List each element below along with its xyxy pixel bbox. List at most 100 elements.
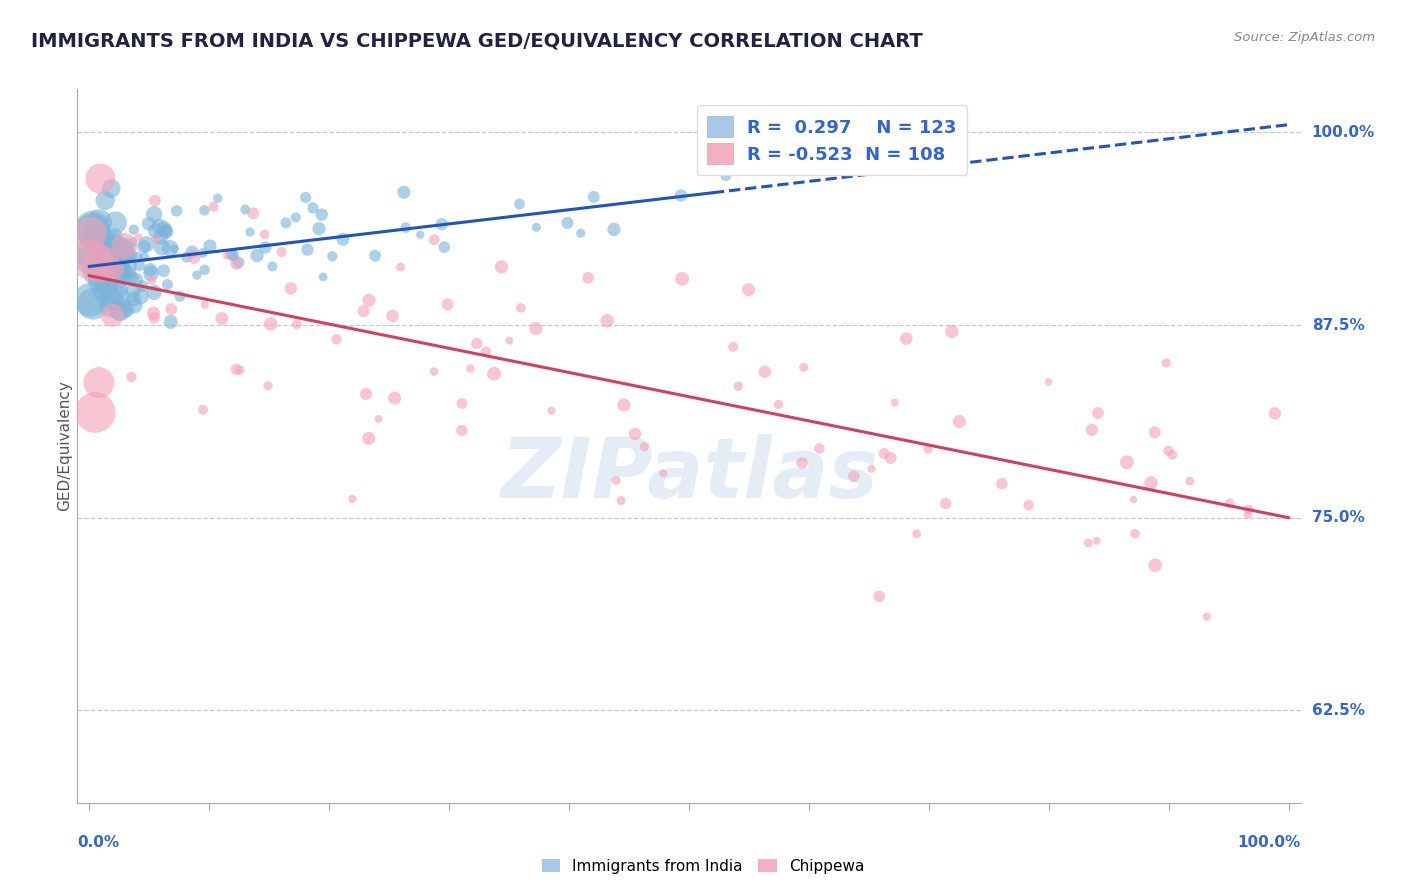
Point <box>610 493 633 508</box>
Point <box>91 251 114 265</box>
Point <box>105 255 128 269</box>
Point <box>311 208 333 222</box>
Point <box>143 207 166 221</box>
Point <box>84 265 107 279</box>
Point <box>423 364 446 378</box>
Point <box>302 201 325 215</box>
Point <box>169 289 191 303</box>
Point <box>242 206 264 220</box>
Point <box>96 238 118 252</box>
Point <box>842 469 865 483</box>
Point <box>115 269 138 284</box>
Point <box>150 240 173 254</box>
Point <box>367 412 389 426</box>
Point <box>149 230 172 244</box>
Point <box>94 269 117 284</box>
Point <box>941 325 963 339</box>
Point <box>110 301 132 316</box>
Point <box>183 250 205 264</box>
Point <box>87 376 110 390</box>
Point <box>254 240 277 254</box>
Point <box>721 340 744 354</box>
Point <box>160 301 183 316</box>
Text: 75.0%: 75.0% <box>1312 510 1364 525</box>
Point <box>166 203 188 218</box>
Point <box>1115 455 1137 469</box>
Text: 0.0%: 0.0% <box>77 835 120 850</box>
Point <box>1081 423 1104 437</box>
Point <box>143 310 166 325</box>
Text: Source: ZipAtlas.com: Source: ZipAtlas.com <box>1234 31 1375 45</box>
Point <box>389 260 412 274</box>
Point <box>917 442 939 456</box>
Point <box>433 240 456 254</box>
Point <box>808 442 831 456</box>
Text: 100.0%: 100.0% <box>1237 835 1301 850</box>
Point <box>868 590 890 604</box>
Point <box>101 261 124 276</box>
Point <box>111 262 134 277</box>
Point <box>198 239 221 253</box>
Point <box>107 238 129 252</box>
Point <box>229 363 252 377</box>
Point <box>669 188 692 202</box>
Point <box>540 404 562 418</box>
Point <box>714 169 737 183</box>
Point <box>603 222 626 236</box>
Point <box>107 291 129 305</box>
Point <box>80 223 103 237</box>
Point <box>605 474 627 488</box>
Text: 100.0%: 100.0% <box>1312 125 1375 140</box>
Point <box>225 256 247 270</box>
Point <box>491 260 513 274</box>
Point <box>82 245 104 260</box>
Point <box>222 248 245 262</box>
Point <box>465 336 488 351</box>
Point <box>132 239 155 253</box>
Point <box>297 243 319 257</box>
Point <box>624 426 647 441</box>
Point <box>294 190 316 204</box>
Point <box>96 282 118 296</box>
Point <box>557 216 579 230</box>
Point <box>111 242 134 256</box>
Point <box>280 281 302 295</box>
Point <box>104 241 127 255</box>
Point <box>239 225 262 239</box>
Point <box>145 233 167 247</box>
Point <box>135 237 157 252</box>
Point <box>384 391 406 405</box>
Point <box>134 250 156 264</box>
Point <box>1161 448 1184 462</box>
Point <box>89 263 111 277</box>
Point <box>108 283 131 297</box>
Point <box>90 274 112 288</box>
Point <box>1018 498 1040 512</box>
Point <box>98 299 121 313</box>
Point <box>1140 475 1163 490</box>
Point <box>354 387 377 401</box>
Point <box>191 246 214 260</box>
Point <box>104 234 127 248</box>
Point <box>194 298 217 312</box>
Point <box>148 219 170 234</box>
Point <box>156 277 179 292</box>
Point <box>332 232 354 246</box>
Point <box>1154 356 1177 370</box>
Point <box>225 362 247 376</box>
Point <box>120 266 142 280</box>
Point <box>108 243 131 257</box>
Point <box>87 215 110 229</box>
Point <box>1143 425 1166 440</box>
Point <box>117 302 139 317</box>
Point <box>262 260 284 274</box>
Point <box>221 247 243 261</box>
Point <box>321 249 343 263</box>
Point <box>935 496 957 510</box>
Text: 87.5%: 87.5% <box>1312 318 1364 333</box>
Point <box>233 202 256 217</box>
Point <box>153 221 176 235</box>
Point <box>114 247 136 261</box>
Point <box>1157 443 1180 458</box>
Point <box>508 197 530 211</box>
